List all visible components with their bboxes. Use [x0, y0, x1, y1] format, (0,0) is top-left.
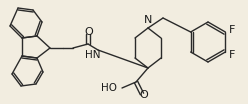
Text: F: F: [229, 25, 236, 35]
Text: HO: HO: [101, 83, 117, 93]
Text: HN: HN: [85, 50, 101, 60]
Text: O: O: [140, 90, 148, 100]
Text: N: N: [144, 15, 152, 25]
Text: O: O: [85, 27, 93, 37]
Text: F: F: [229, 50, 236, 60]
